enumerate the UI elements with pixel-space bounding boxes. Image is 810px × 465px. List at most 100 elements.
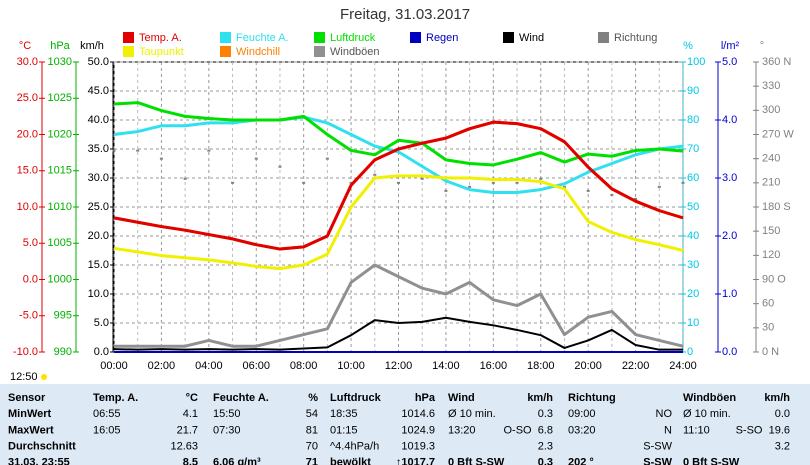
- direction-dot: [657, 185, 661, 188]
- y-tick-label: 3.0: [722, 172, 737, 184]
- series-line: [114, 263, 684, 348]
- direction-dot: [515, 181, 519, 184]
- table-cell: S-SW: [643, 457, 672, 465]
- legend-swatch: [123, 32, 134, 43]
- y-tick-label: 40.0: [88, 114, 109, 126]
- table-header: Windböen: [683, 392, 736, 404]
- x-tick-label: 00:00: [100, 360, 128, 372]
- legend-label: Luftdruck: [330, 32, 376, 44]
- y-tick-label: 0: [687, 346, 693, 358]
- table-cell: 70: [306, 441, 318, 453]
- y-tick-label: 1010: [48, 201, 72, 213]
- y-tick-label: 0.0: [23, 273, 38, 285]
- y-tick-label: 30.0: [88, 172, 109, 184]
- series-line: [113, 101, 684, 167]
- y-tick-label: 30: [687, 259, 699, 271]
- y-tick-label: 45.0: [88, 85, 109, 97]
- y-tick-label: 80: [687, 114, 699, 126]
- table-cell: 4.1: [183, 408, 198, 420]
- table-cell: O-SO 6.8: [503, 424, 553, 436]
- y-tick-label: 360 N: [762, 56, 791, 68]
- y-tick-label: 40: [687, 230, 699, 242]
- direction-dot: [420, 177, 424, 180]
- direction-dot: [112, 149, 116, 152]
- table-cell: 12.63: [170, 441, 198, 453]
- table-cell: 03:20: [568, 424, 596, 436]
- table-cell: 31.03. 23:55: [8, 457, 70, 465]
- axis-title: hPa: [50, 40, 70, 52]
- series-line: [113, 316, 683, 351]
- table-cell: ^4.4hPa/h: [330, 441, 379, 453]
- table-cell: 09:00: [568, 408, 596, 420]
- direction-dot: [634, 197, 638, 200]
- y-tick-label: 60: [762, 298, 774, 310]
- table-cell: 0 Bft S-SW: [683, 457, 740, 465]
- direction-dot: [586, 189, 590, 192]
- y-tick-label: 1030: [48, 56, 72, 68]
- table-cell: 3.2: [775, 441, 790, 453]
- y-tick-label: 20.0: [88, 230, 109, 242]
- table-cell: Ø 10 min.: [448, 408, 496, 420]
- y-tick-label: 20: [687, 288, 699, 300]
- y-tick-label: 150: [762, 225, 780, 237]
- table-cell: 0 Bft S-SW: [448, 457, 505, 465]
- table-cell: MaxWert: [8, 424, 54, 436]
- x-tick-label: 24:00: [669, 360, 697, 372]
- table-cell: 71: [306, 457, 318, 465]
- table-header: °C: [186, 392, 198, 404]
- y-tick-label: 1020: [48, 128, 72, 140]
- y-tick-label: 35.0: [88, 143, 109, 155]
- y-tick-label: 5.0: [94, 317, 109, 329]
- y-tick-label: 50: [687, 201, 699, 213]
- y-tick-label: 90 O: [762, 273, 786, 285]
- table-cell: 21.7: [177, 424, 198, 436]
- table-cell: 54: [306, 408, 318, 420]
- y-tick-label: 270 W: [762, 128, 794, 140]
- y-tick-label: 1005: [48, 237, 72, 249]
- legend-label: Richtung: [614, 32, 657, 44]
- y-tick-label: 330: [762, 80, 780, 92]
- y-tick-label: 25.0: [17, 92, 38, 104]
- y-tick-label: 15.0: [88, 259, 109, 271]
- y-tick-label: 30: [762, 322, 774, 334]
- direction-dot: [183, 177, 187, 180]
- x-tick-label: 02:00: [148, 360, 176, 372]
- series-line: [113, 174, 684, 271]
- x-tick-label: 18:00: [527, 360, 555, 372]
- table-cell: 202 °: [568, 457, 594, 465]
- legend-label: Regen: [426, 32, 458, 44]
- legend-swatch: [314, 32, 325, 43]
- x-tick-label: 14:00: [432, 360, 460, 372]
- y-tick-label: 2.0: [722, 230, 737, 242]
- axis-title: °C: [19, 40, 31, 52]
- legend-swatch: [410, 32, 421, 43]
- table-cell: bewölkt: [330, 457, 371, 465]
- y-tick-label: 240: [762, 153, 780, 165]
- table-cell: 0.3: [538, 408, 553, 420]
- y-tick-label: 1025: [48, 92, 72, 104]
- table-cell: 01:15: [330, 424, 358, 436]
- legend-swatch: [220, 32, 231, 43]
- direction-dot: [278, 165, 282, 168]
- table-header: Sensor: [8, 392, 46, 404]
- legend-label: Wind: [519, 32, 544, 44]
- x-tick-label: 08:00: [290, 360, 318, 372]
- y-tick-label: 10: [687, 317, 699, 329]
- y-tick-label: 0.0: [722, 346, 737, 358]
- table-cell: Durchschnitt: [8, 441, 76, 453]
- y-tick-label: 60: [687, 172, 699, 184]
- chart-title: Freitag, 31.03.2017: [340, 6, 470, 23]
- axis-title: %: [683, 40, 693, 52]
- direction-dot: [136, 149, 140, 152]
- table-header: Richtung: [568, 392, 616, 404]
- y-tick-label: -5.0: [19, 310, 38, 322]
- table-header: hPa: [415, 392, 436, 404]
- x-tick-label: 06:00: [242, 360, 270, 372]
- y-tick-label: 300: [762, 104, 780, 116]
- legend-label: Windböen: [330, 46, 380, 58]
- direction-dot: [231, 181, 235, 184]
- direction-dot: [349, 181, 353, 184]
- direction-dot: [207, 149, 211, 152]
- y-tick-label: -10.0: [13, 346, 38, 358]
